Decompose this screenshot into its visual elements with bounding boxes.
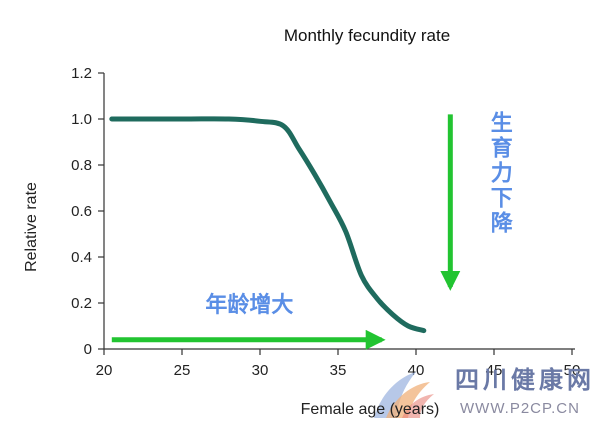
y-tick-label: 0 bbox=[84, 341, 92, 358]
x-tick-label: 50 bbox=[564, 362, 581, 379]
y-tick-label: 0.8 bbox=[71, 157, 92, 174]
y-tick-label: 0.2 bbox=[71, 295, 92, 312]
chart-title: Monthly fecundity rate bbox=[284, 26, 450, 45]
x-tick-label: 35 bbox=[330, 362, 347, 379]
watermark-url: WWW.P2CP.CN bbox=[460, 400, 580, 417]
watermark-logo bbox=[374, 372, 434, 418]
y-tick-label: 0.6 bbox=[71, 203, 92, 220]
x-tick-label: 30 bbox=[252, 362, 269, 379]
x-tick-label: 25 bbox=[174, 362, 191, 379]
watermark: 四川健康网 WWW.P2CP.CN bbox=[374, 366, 595, 418]
y-tick-label: 1.0 bbox=[71, 111, 92, 128]
x-tick-label: 45 bbox=[486, 362, 503, 379]
fecundity-line bbox=[109, 116, 427, 334]
x-tick-label: 20 bbox=[96, 362, 113, 379]
x-axis-label: Female age (years) bbox=[301, 401, 440, 418]
series-layer bbox=[109, 116, 427, 334]
fertility-decline-label: 生育力下降 bbox=[491, 111, 514, 236]
y-tick-label: 0.4 bbox=[71, 249, 92, 266]
y-tick-label: 1.2 bbox=[71, 65, 92, 82]
y-ticks: 0 0.2 0.4 0.6 0.8 1.0 1.2 bbox=[71, 65, 104, 358]
y-axis-label: Relative rate bbox=[23, 182, 40, 272]
age-increase-label: 年龄增大 bbox=[205, 292, 293, 317]
annotation-layer: 年龄增大 生育力下降 bbox=[111, 111, 514, 350]
watermark-name: 四川健康网 bbox=[455, 366, 595, 394]
